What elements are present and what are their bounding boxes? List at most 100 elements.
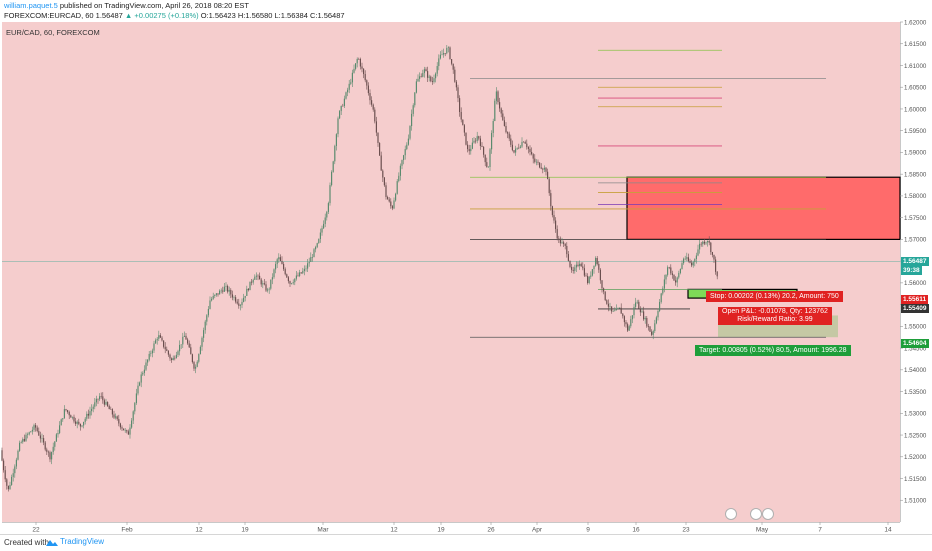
candle-body: [599, 269, 601, 281]
candle-body: [15, 459, 17, 467]
candle-body: [707, 241, 709, 243]
candle-body: [468, 149, 470, 152]
candle-body: [631, 315, 633, 320]
y-tick-label: 1.59500: [904, 128, 927, 135]
candle-body: [67, 410, 69, 413]
candle-body: [387, 197, 389, 200]
candle-body: [671, 273, 673, 275]
candle-body: [711, 252, 713, 255]
candle-body: [169, 354, 171, 359]
candle-body: [425, 69, 427, 72]
candle-body: [449, 47, 451, 60]
candle-body: [303, 268, 305, 272]
tradingview-brand[interactable]: TradingView: [60, 537, 105, 546]
candle-body: [681, 263, 683, 269]
candle-body: [430, 76, 432, 82]
time-axis[interactable]: [2, 522, 900, 535]
candle-body: [598, 263, 600, 270]
candle-body: [447, 47, 449, 49]
candle-body: [502, 113, 504, 121]
candle-body: [380, 155, 382, 171]
candle-body: [535, 161, 537, 163]
candle-body: [151, 350, 153, 354]
candle-body: [107, 402, 109, 407]
candle-body: [635, 302, 637, 307]
pnl-label-line2: Risk/Reward Ratio: 3.99: [737, 316, 813, 323]
y-tick-label: 1.57500: [904, 215, 927, 222]
candle-body: [713, 254, 715, 260]
candle-body: [559, 238, 561, 244]
candle-body: [87, 413, 89, 416]
candle-body: [52, 446, 54, 452]
candle-body: [382, 170, 384, 178]
candle-body: [89, 411, 91, 416]
author-link[interactable]: william.paquet.5: [4, 1, 58, 10]
candle-body: [233, 297, 235, 298]
candle-body: [102, 396, 104, 401]
y-tick-label: 1.60500: [904, 85, 927, 92]
candle-body: [383, 177, 385, 186]
candle-body: [247, 288, 249, 291]
candle-body: [161, 337, 163, 341]
candle-body: [483, 146, 485, 155]
candle-body: [487, 166, 489, 168]
candle-body: [65, 409, 67, 411]
candle-body: [548, 179, 550, 194]
candle-body: [614, 310, 616, 312]
candle-body: [305, 268, 307, 270]
candle-body: [302, 271, 304, 274]
candle-body: [676, 277, 678, 283]
candle-body: [657, 310, 659, 318]
candle-body: [545, 167, 547, 172]
event-icon-1[interactable]: [725, 508, 737, 520]
candle-body: [569, 260, 571, 267]
candle-body: [219, 290, 221, 295]
candle-body: [543, 167, 545, 170]
candle-body: [507, 132, 509, 134]
candle-body: [118, 419, 120, 424]
candle-body: [564, 243, 566, 246]
candle-body: [607, 303, 609, 307]
candle-body: [287, 277, 289, 282]
candle-body: [345, 92, 347, 99]
candle-body: [111, 409, 113, 415]
candle-body: [703, 241, 705, 244]
candle-body: [356, 58, 358, 64]
candle-body: [638, 301, 640, 309]
candle-body: [665, 274, 667, 280]
candle-body: [508, 133, 510, 139]
candle-body: [547, 171, 549, 180]
candle-body: [633, 306, 635, 316]
event-icon-2[interactable]: [750, 508, 762, 520]
candle-body: [195, 366, 197, 369]
candle-body: [164, 346, 166, 350]
chart-pane[interactable]: [2, 22, 900, 522]
candle-body: [206, 315, 208, 322]
candle-body: [556, 229, 558, 239]
candle-body: [462, 119, 464, 126]
candle-body: [459, 98, 461, 112]
candle-body: [515, 148, 517, 153]
candle-body: [348, 83, 350, 90]
candle-body: [131, 420, 133, 428]
candle-body: [366, 80, 368, 86]
y-tick-label: 1.53500: [904, 389, 927, 396]
candle-body: [281, 261, 283, 264]
candle-body: [326, 211, 328, 218]
candle-body: [401, 160, 403, 166]
candle-body: [451, 59, 453, 64]
candle-body: [708, 241, 710, 243]
candle-body: [153, 343, 155, 351]
candle-body: [465, 132, 467, 145]
candle-body: [692, 262, 694, 266]
candle-body: [571, 266, 573, 270]
candle-body: [223, 286, 225, 292]
candle-body: [329, 185, 331, 204]
event-icon-3[interactable]: [762, 508, 774, 520]
candle-body: [156, 338, 158, 341]
candle-body: [433, 78, 435, 82]
candle-body: [143, 369, 145, 373]
candle-body: [627, 324, 629, 331]
candle-body: [673, 274, 675, 281]
